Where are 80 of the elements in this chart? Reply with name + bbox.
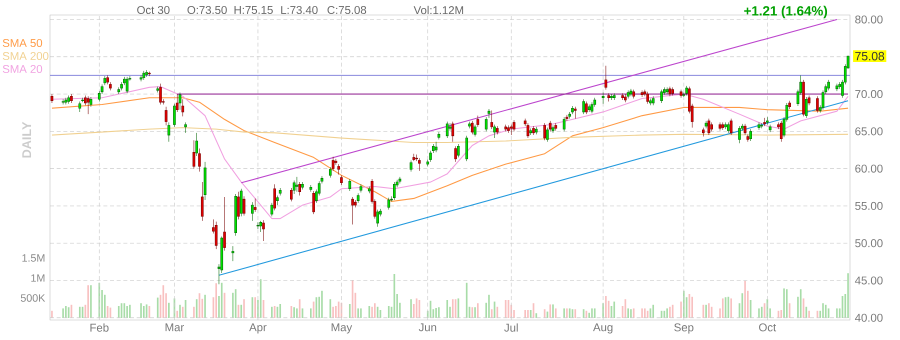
candlestick <box>526 122 530 138</box>
y-tick-label: 50.00 <box>855 239 883 248</box>
x-tick-label: Mar <box>166 323 184 332</box>
y2-tick-label: 1.5M <box>22 254 44 262</box>
candlestick <box>640 90 644 98</box>
candlestick <box>256 222 260 230</box>
candlestick <box>744 124 746 136</box>
candlestick <box>204 162 206 200</box>
candlestick <box>510 124 513 136</box>
x-tick-label: Feb <box>90 323 109 332</box>
candlestick <box>546 127 549 142</box>
candlestick <box>802 80 805 117</box>
candlestick <box>827 80 830 91</box>
x-tick-label: Aug <box>593 323 612 334</box>
text: Vol:1.12M <box>414 6 464 14</box>
text: SMA 50 <box>2 38 42 48</box>
candlestick <box>488 108 490 118</box>
candlestick <box>251 202 254 222</box>
candlestick <box>454 146 457 162</box>
candlestick <box>552 125 554 134</box>
candlestick <box>474 124 476 137</box>
candlestick <box>816 96 819 113</box>
y-tick-label: 55.00 <box>855 202 883 210</box>
candlestick <box>822 90 824 110</box>
candlestick <box>512 120 516 132</box>
candlestick <box>178 92 182 110</box>
text: C:75.08 <box>328 6 366 14</box>
candlestick <box>301 182 304 190</box>
x-tick-label: May <box>332 323 352 334</box>
text: Oct 30 <box>137 6 170 14</box>
candlestick <box>418 158 421 172</box>
y2-tick-label: 500K <box>20 294 46 302</box>
text: SMA 20 <box>2 64 42 74</box>
x-tick-label: Sep <box>674 323 694 334</box>
y-tick-label: 40.00 <box>854 314 883 322</box>
x-tick-label: Jun <box>418 323 436 332</box>
candlestick <box>429 150 432 162</box>
candlestick <box>451 121 454 142</box>
candlestick <box>532 126 535 136</box>
x-tick-label: Oct <box>759 323 776 332</box>
x-tick-label: Apr <box>249 323 267 334</box>
y-tick-label: 70.00 <box>855 90 883 98</box>
candlestick <box>340 175 343 186</box>
candlestick <box>173 103 176 128</box>
text: O:73.50 <box>187 6 227 14</box>
candlestick <box>237 191 240 220</box>
candlestick <box>680 89 682 98</box>
candlestick <box>242 196 246 216</box>
candlestick <box>590 102 594 114</box>
y-tick-label: 80.00 <box>855 15 883 24</box>
candlestick <box>758 122 760 130</box>
text: H:75.15 <box>234 6 273 14</box>
candlestick <box>610 94 613 100</box>
text: SMA 200 <box>2 52 48 60</box>
candlestick <box>571 106 574 114</box>
y-tick-label: 45.00 <box>854 276 883 284</box>
candlestick <box>360 184 362 193</box>
candlestick <box>738 126 741 144</box>
y-tick-label: 60.00 <box>855 164 883 173</box>
candlestick <box>410 160 412 172</box>
candlestick <box>232 246 234 262</box>
candlestick <box>262 220 265 242</box>
candlestick <box>468 121 471 129</box>
candlestick <box>337 164 340 175</box>
annotation: +1.21 (1.64%) <box>744 6 828 18</box>
candlestick <box>223 196 226 251</box>
candlestick <box>718 122 722 131</box>
y-tick-label: 65.00 <box>855 127 883 136</box>
candlestick <box>184 122 187 134</box>
candlestick <box>507 125 510 134</box>
candlestick <box>200 182 204 222</box>
text: 75.08 <box>855 52 884 60</box>
text: L:73.40 <box>281 6 318 14</box>
candlestick <box>630 88 632 97</box>
y2-tick-label: 1M <box>31 274 44 282</box>
candlestick <box>198 148 201 172</box>
candlestick <box>660 89 663 104</box>
x-tick-label: Jul <box>504 323 518 332</box>
candlestick <box>493 124 496 138</box>
candlestick <box>763 118 766 126</box>
